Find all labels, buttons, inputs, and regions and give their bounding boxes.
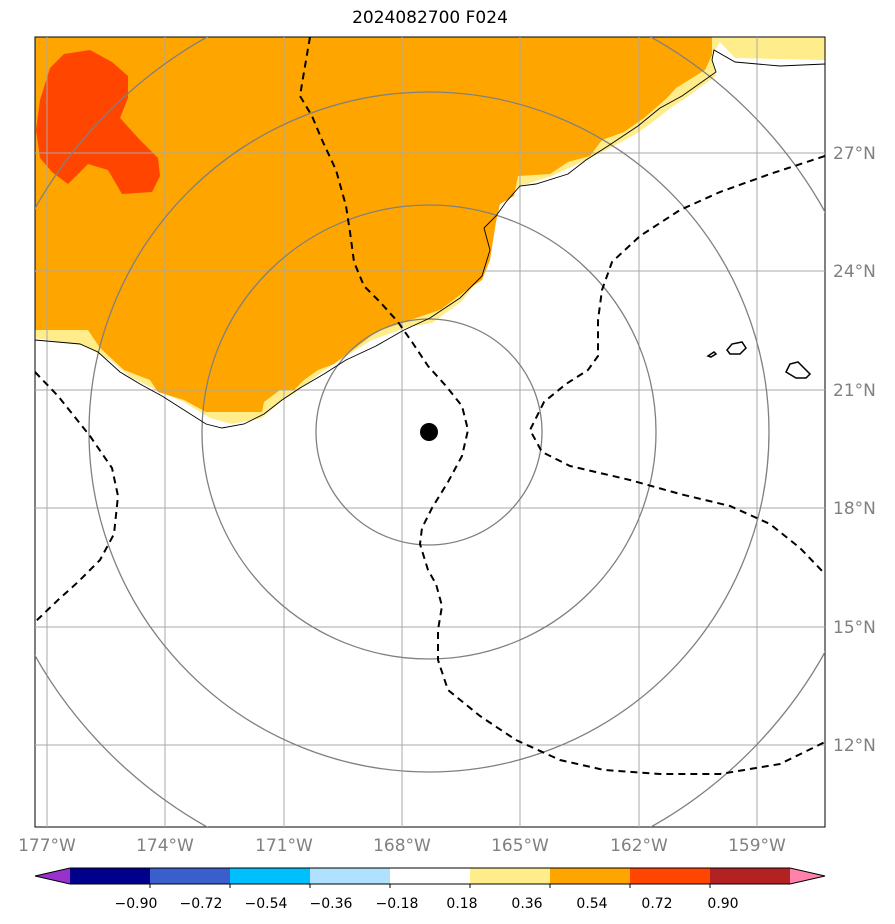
colorbar-tick-label: 0.54 [576, 896, 607, 912]
lat-tick: 27°N [833, 144, 876, 164]
lon-tick: 177°W [18, 836, 76, 856]
colorbar-tick-label: 0.36 [511, 896, 542, 912]
colorbar-tick-labels: −0.90 −0.72 −0.54 −0.36 −0.18 0.18 0.36 … [115, 896, 739, 912]
lat-lon-grid [35, 37, 825, 827]
colorbar-tick-label: −0.18 [376, 896, 419, 912]
colorbar-tick-label: −0.72 [180, 896, 223, 912]
colorbar-extend-min [35, 868, 70, 884]
lon-tick: 165°W [491, 836, 549, 856]
field-fill-mid [35, 37, 712, 412]
colorbar: −0.90 −0.72 −0.54 −0.36 −0.18 0.18 0.36 … [34, 867, 826, 912]
colorbar-segment [390, 868, 471, 884]
colorbar-segment [230, 868, 311, 884]
colorbar-segment [310, 868, 391, 884]
map-frame [34, 36, 826, 828]
lat-tick: 24°N [833, 262, 876, 282]
lon-tick: 171°W [255, 836, 313, 856]
lon-tick: 168°W [373, 836, 431, 856]
colorbar-ticks [149, 884, 711, 888]
lat-tick: 15°N [833, 618, 876, 638]
lon-tick-labels: 177°W 174°W 171°W 168°W 165°W 162°W 159°… [18, 836, 786, 856]
map-title: 2024082700 F024 [352, 8, 508, 28]
colorbar-tick-label: 0.72 [641, 896, 672, 912]
lat-tick: 18°N [833, 499, 876, 519]
colorbar-tick-label: 0.18 [446, 896, 477, 912]
colorbar-segment [150, 868, 231, 884]
colorbar-tick-label: −0.36 [310, 896, 353, 912]
colorbar-tick-label: −0.90 [115, 896, 158, 912]
lat-tick: 21°N [833, 381, 876, 401]
lon-tick: 159°W [728, 836, 786, 856]
islands [706, 341, 812, 379]
colorbar-extend-max [790, 868, 825, 884]
colorbar-segment [550, 868, 631, 884]
colorbar-tick-label: 0.90 [707, 896, 738, 912]
colorbar-segments [35, 868, 825, 884]
dashed-contours [35, 37, 825, 775]
lon-tick: 162°W [610, 836, 668, 856]
range-rings [35, 37, 825, 827]
storm-center-dot [420, 423, 438, 441]
colorbar-segment [710, 868, 791, 884]
field-boundary-line [35, 49, 825, 429]
lat-tick: 12°N [833, 736, 876, 756]
colorbar-tick-label: −0.54 [245, 896, 288, 912]
lon-tick: 174°W [136, 836, 194, 856]
colorbar-segment [470, 868, 551, 884]
colorbar-segment [70, 868, 151, 884]
lat-tick-labels: 27°N 24°N 21°N 18°N 15°N 12°N [833, 144, 876, 756]
colorbar-segment [630, 868, 711, 884]
colorbar-outline [34, 867, 826, 885]
